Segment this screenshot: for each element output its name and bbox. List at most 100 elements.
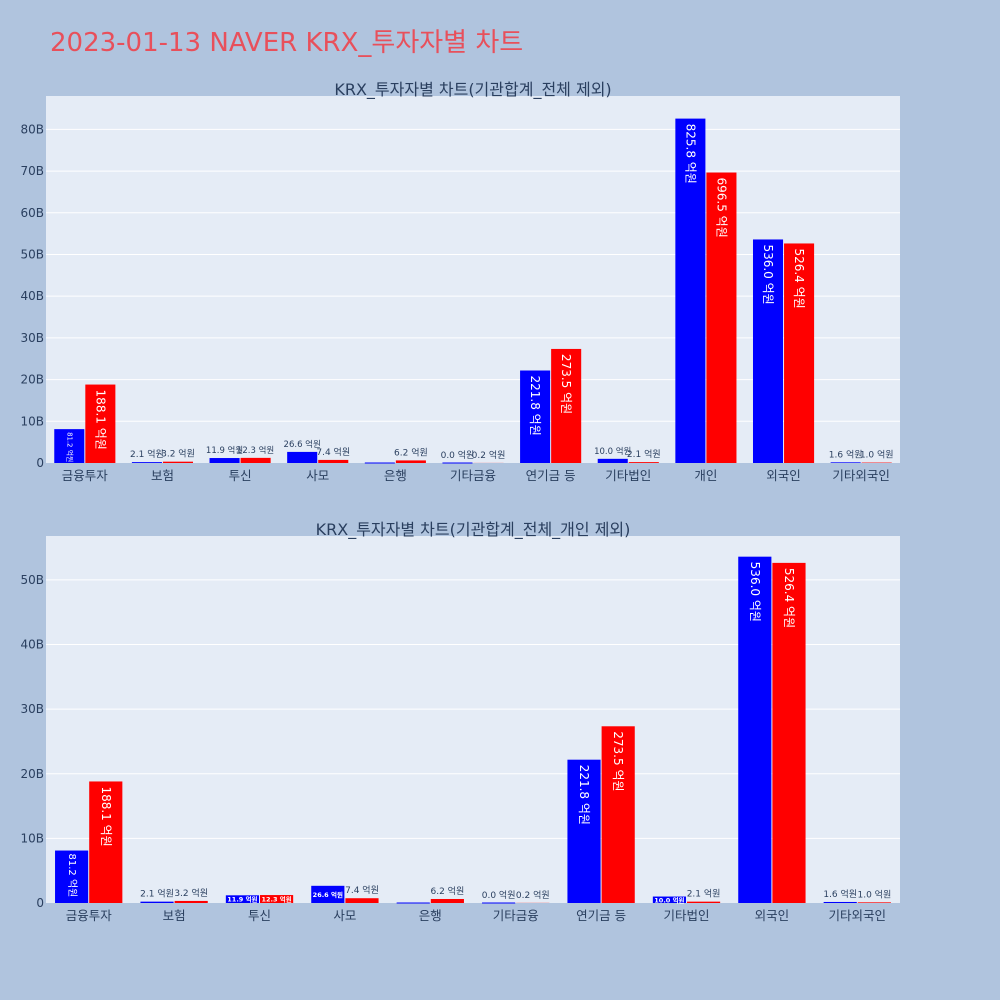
bar-data-label: 536.0 억원	[748, 562, 762, 622]
x-tick-label: 기타외국인	[829, 908, 887, 923]
bar-data-label: 0.2 억원	[516, 889, 550, 901]
bar-data-label: 0.0 억원	[441, 449, 475, 461]
buy-bar	[482, 902, 516, 904]
bar-data-label: 81.2 억원	[66, 854, 78, 898]
y-tick-label: 10B	[20, 414, 44, 428]
y-tick-label: 0	[36, 456, 44, 470]
x-tick-label: 기타금융	[450, 468, 496, 483]
bar-data-label: 2.1 억원	[687, 888, 721, 900]
x-tick-label: 금융투자	[66, 908, 113, 923]
bar-data-label: 81.2 억원	[65, 432, 74, 462]
bar-data-label: 1.0 억원	[858, 888, 892, 900]
x-tick-label: 기타외국인	[832, 468, 890, 483]
sell-bar	[345, 898, 379, 903]
sell-bar	[85, 384, 116, 463]
bar-data-label: 6.2 억원	[394, 446, 428, 458]
buy-bar	[597, 458, 628, 463]
bar-data-label: 273.5 억원	[611, 731, 625, 791]
bar-data-label: 7.4 억원	[316, 446, 350, 458]
bar-data-label: 188.1 억원	[93, 390, 107, 450]
sell-bar	[318, 459, 349, 463]
buy-bar	[287, 451, 318, 463]
y-tick-label: 20B	[20, 767, 44, 781]
x-tick-label: 금융투자	[62, 468, 109, 483]
bar-data-label: 2.1 억원	[627, 448, 661, 460]
bar-data-label: 6.2 억원	[431, 885, 465, 897]
x-tick-label: 은행	[419, 908, 442, 923]
y-tick-label: 40B	[20, 638, 44, 652]
sell-bar	[395, 460, 426, 463]
buy-bar	[520, 370, 551, 463]
bar-data-label: 526.4 억원	[782, 568, 796, 628]
bar-data-label: 3.2 억원	[174, 887, 208, 899]
x-tick-label: 기타법인	[605, 468, 651, 483]
buy-bar	[364, 462, 395, 464]
sell-bar	[162, 461, 194, 463]
chart-bottom: 0 10B 20B 30B 40B 50B KRX_투자자별 차트(기관합계_전체_개인 제…	[20, 520, 900, 923]
bar-data-label: 10.0 억원	[654, 895, 684, 904]
x-tick-label: 은행	[384, 468, 407, 483]
chart-title: KRX_투자자별 차트(기관합계_전체 제외)	[334, 80, 611, 100]
buy-bar	[823, 901, 857, 903]
bar-data-label: 3.2 억원	[161, 448, 195, 460]
x-tick-label: 개인	[694, 468, 717, 483]
buy-bar	[55, 850, 89, 903]
bar-data-label: 7.4 억원	[345, 884, 379, 896]
buy-bar	[131, 462, 162, 463]
x-tick-label: 기타금융	[493, 908, 539, 923]
y-tick-label: 40B	[20, 289, 44, 303]
y-tick-label: 0	[36, 896, 44, 910]
chart-title: KRX_투자자별 차트(기관합계_전체_개인 제외)	[316, 520, 631, 540]
bar-data-label: 526.4 억원	[792, 248, 806, 308]
sell-bar	[601, 726, 635, 903]
bar-data-label: 696.5 억원	[714, 178, 728, 238]
sell-bar	[240, 457, 271, 463]
sell-bar	[772, 562, 806, 903]
y-tick-label: 30B	[20, 702, 44, 716]
x-tick-label: 사모	[333, 908, 356, 923]
sell-bar	[89, 781, 123, 903]
x-tick-label: 투신	[248, 908, 271, 923]
buy-bar	[54, 429, 85, 463]
buy-bar	[567, 759, 601, 903]
sell-bar	[628, 462, 659, 463]
bar-data-label: 1.6 억원	[829, 448, 863, 460]
bar-data-label: 0.0 억원	[482, 889, 516, 901]
y-tick-label: 10B	[20, 831, 44, 845]
bar-data-label: 12.3 억원	[237, 445, 274, 456]
buy-bar	[209, 458, 240, 463]
bar-data-label: 188.1 억원	[99, 786, 113, 846]
buy-bar	[738, 556, 772, 903]
buy-bar	[830, 462, 861, 463]
buy-bar	[225, 895, 259, 903]
bar-data-label: 11.9 억원	[227, 895, 257, 904]
buy-bar	[652, 896, 686, 903]
y-tick-label: 20B	[20, 373, 44, 387]
sell-bar	[260, 895, 294, 903]
buy-bar	[140, 901, 174, 903]
bar-data-label: 10.0 억원	[594, 446, 631, 457]
bar-data-label: 2.1 억원	[130, 448, 164, 460]
bar-data-label: 11.9 억원	[206, 445, 243, 456]
x-tick-label: 기타법인	[663, 908, 709, 923]
sell-bar	[687, 901, 721, 903]
y-tick-label: 30B	[20, 331, 44, 345]
buy-bar	[675, 118, 706, 463]
sell-bar	[857, 902, 891, 903]
bar-data-label: 273.5 억원	[559, 354, 573, 414]
x-tick-label: 보험	[151, 468, 174, 483]
page-title: 2023-01-13 NAVER KRX_투자자별 차트	[50, 28, 524, 58]
buy-bar	[442, 462, 473, 464]
chart-top: 0 10B 20B 30B 40B 50B 60B 70B 80B KRX_투자자별 차트(기관합…	[20, 80, 900, 483]
x-tick-label: 보험	[163, 908, 186, 923]
bar-data-label: 825.8 억원	[683, 124, 697, 184]
x-tick-label: 투신	[229, 468, 252, 483]
sell-bar	[430, 898, 464, 903]
y-tick-label: 60B	[20, 206, 44, 220]
bar-data-label: 536.0 억원	[761, 244, 775, 304]
plot-area	[46, 536, 900, 903]
sell-bar	[784, 243, 815, 463]
bar-data-label: 221.8 억원	[528, 375, 542, 435]
bar-data-label: 26.6 억원	[284, 439, 321, 450]
bar-data-label: 26.6 억원	[313, 890, 343, 899]
